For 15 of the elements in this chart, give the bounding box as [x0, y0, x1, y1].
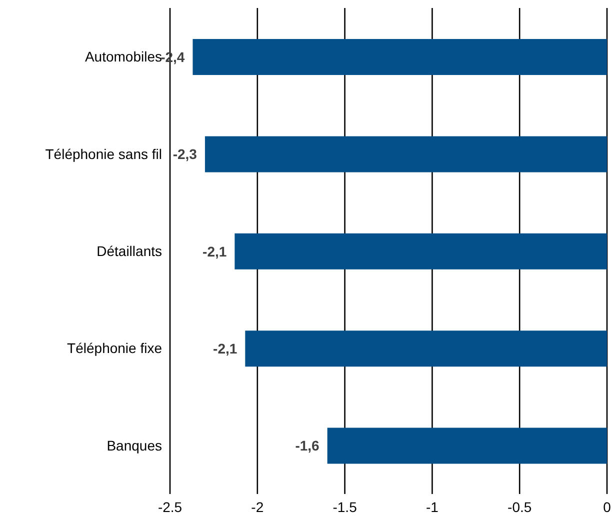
y-tick-label: Téléphonie fixe: [67, 340, 162, 356]
x-tick-label: 0: [603, 498, 612, 515]
data-label: -1,6: [295, 438, 320, 454]
x-tick-label: -1.5: [332, 498, 358, 515]
y-tick-label: Automobiles: [84, 48, 162, 65]
x-tick-label: -2: [251, 498, 264, 515]
x-tick-label: -0.5: [508, 498, 532, 515]
y-tick-label: Téléphonie sans fil: [45, 146, 162, 162]
x-tick-label: -1: [426, 498, 439, 515]
data-label: -2,1: [213, 340, 238, 356]
data-label: -2,1: [202, 243, 227, 260]
x-tick-label: -2.5: [158, 498, 182, 515]
data-label: -2,3: [172, 146, 198, 162]
y-tick-label: Banques: [106, 437, 162, 454]
y-tick-label: Détaillants: [96, 242, 162, 259]
